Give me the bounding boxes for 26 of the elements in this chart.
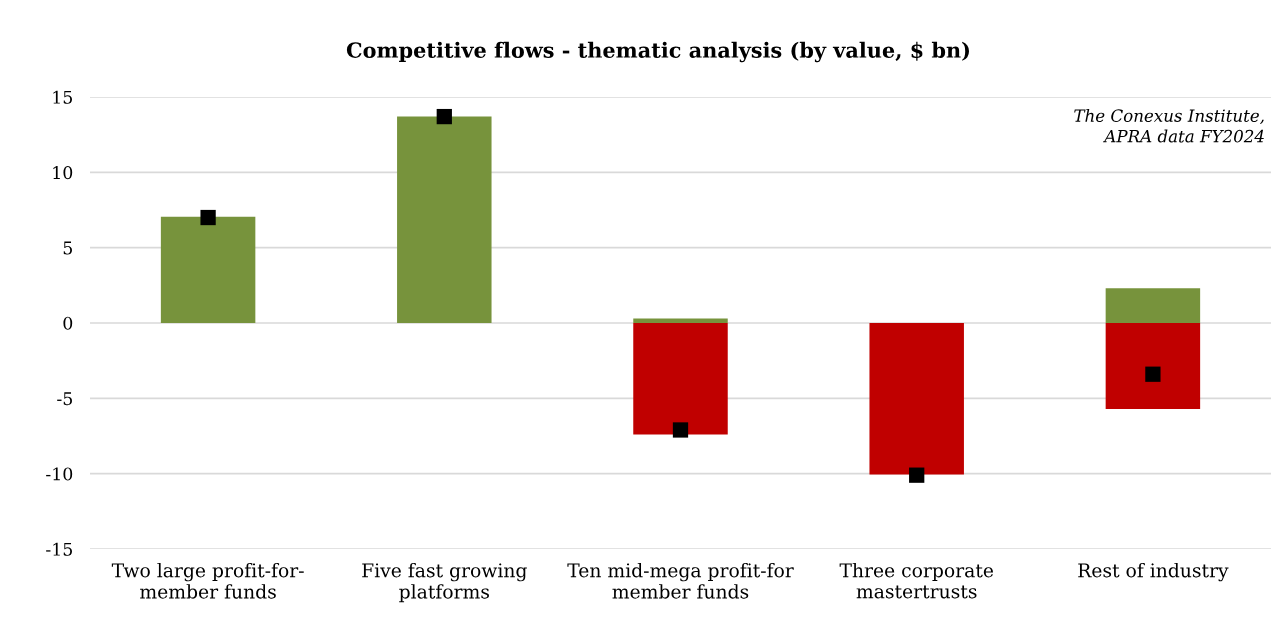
point — [1145, 366, 1161, 382]
y-tick-label: -15 — [46, 542, 72, 556]
y-tick-label: 0 — [63, 316, 73, 330]
point — [436, 108, 452, 125]
x-tick-label: Two large profit-for- member funds — [111, 562, 304, 599]
y-tick-label: -5 — [57, 392, 72, 406]
bar — [633, 318, 728, 323]
bar — [633, 323, 728, 435]
x-tick-label: Rest of industry — [1078, 562, 1229, 582]
point — [909, 467, 925, 483]
point — [672, 422, 689, 438]
point — [200, 209, 216, 226]
y-tick-label: -10 — [46, 467, 73, 481]
bar — [160, 216, 256, 323]
bar — [397, 116, 492, 323]
x-tick-label: Five fast growing platforms — [362, 562, 527, 603]
x-tick-label: Ten mid-mega profit-for member funds — [567, 562, 794, 599]
y-tick-label: 15 — [53, 90, 72, 104]
bar — [869, 323, 964, 475]
y-tick-label: 10 — [53, 166, 73, 180]
y-tick-label: 5 — [63, 241, 72, 255]
chart-title: Competitive flows - thematic analysis (by value, $ bn) — [346, 41, 970, 63]
bar — [1105, 323, 1201, 409]
x-tick-label: Three corporate mastertrusts — [839, 562, 994, 599]
annotation: The Conexus Institute, APRA data FY2024 — [1074, 109, 1264, 143]
bar — [1105, 288, 1201, 323]
